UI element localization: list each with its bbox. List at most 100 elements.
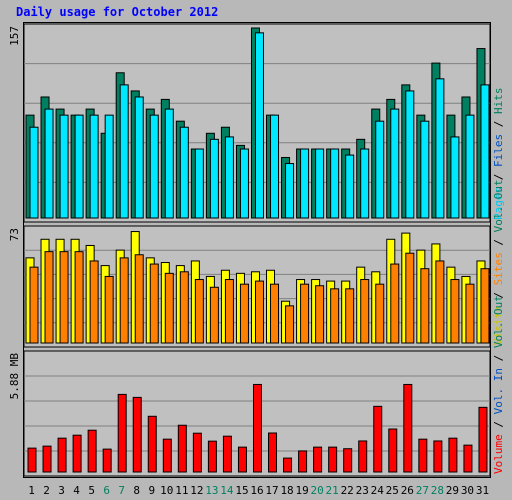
pages-bar: [300, 148, 310, 219]
sites-bar: [450, 279, 460, 344]
sites-bar: [480, 268, 490, 344]
x-tick-label: 31: [476, 484, 489, 497]
volume-bar: [388, 428, 398, 473]
sites-bar: [360, 279, 370, 344]
bottom-legend-item: Vol. Out: [492, 295, 505, 348]
volume-bar: [448, 437, 458, 473]
pages-bar: [29, 126, 39, 219]
bottom-legend-item: /: [492, 414, 505, 434]
sites-bar: [164, 272, 174, 344]
volume-bar: [132, 396, 142, 473]
pages-bar: [480, 84, 490, 219]
volume-bar: [433, 440, 443, 473]
pages-bar: [119, 84, 129, 219]
top-legend-item: Pages: [492, 187, 505, 220]
sites-bar: [285, 305, 295, 344]
pages-bar: [44, 108, 54, 219]
x-tick-label: 16: [250, 484, 263, 497]
pages-bar: [405, 90, 415, 219]
pages-bar: [224, 136, 234, 219]
pages-bar: [104, 114, 114, 219]
sites-bar: [119, 257, 129, 344]
sites-bar: [89, 260, 99, 344]
volume-bar: [72, 434, 82, 473]
top-legend-item: /: [492, 114, 505, 134]
sites-bar: [224, 279, 234, 344]
sites-bar: [239, 283, 249, 344]
pages-bar: [134, 96, 144, 219]
volume-bar: [177, 424, 187, 473]
volume-bar: [162, 438, 172, 473]
x-tick-label: 17: [265, 484, 278, 497]
mid-legend: Visits / Sites / Vol. Out: [492, 179, 505, 345]
sites-bar: [390, 263, 400, 344]
x-tick-label: 24: [371, 484, 385, 497]
volume-bar: [463, 444, 473, 473]
volume-bar: [343, 448, 353, 473]
volume-bar: [418, 438, 428, 473]
bottom-legend-item: Volume: [492, 434, 505, 474]
pages-bar: [465, 114, 475, 219]
sites-bar: [270, 283, 280, 344]
pages-bar: [375, 120, 385, 219]
volume-bar: [87, 429, 97, 473]
pages-bar: [420, 120, 430, 219]
sites-bar: [435, 260, 445, 344]
pages-bar: [285, 163, 295, 219]
volume-bar: [358, 440, 368, 473]
x-tick-label: 6: [103, 484, 110, 497]
x-tick-label: 29: [446, 484, 459, 497]
x-tick-label: 22: [341, 484, 354, 497]
mid-legend-item: Vol. Out: [492, 179, 505, 232]
x-tick-label: 4: [73, 484, 80, 497]
pages-bar: [194, 148, 204, 219]
sites-bar: [44, 251, 54, 344]
x-tick-label: 28: [431, 484, 444, 497]
volume-bar: [283, 457, 293, 473]
top-legend-item: /: [492, 167, 505, 187]
x-tick-label: 2: [43, 484, 50, 497]
sites-bar: [405, 252, 415, 344]
sites-bar: [194, 279, 204, 344]
x-tick-label: 25: [386, 484, 399, 497]
mid-ymax-label: 73: [8, 228, 21, 241]
volume-bar: [117, 393, 127, 473]
sites-bar: [315, 285, 325, 344]
mid-legend-item: /: [492, 285, 505, 305]
volume-bar: [268, 432, 278, 473]
sites-bar: [375, 283, 385, 344]
pages-bar: [149, 114, 159, 219]
sites-bar: [300, 283, 310, 344]
x-tick-label: 23: [356, 484, 369, 497]
volume-bar: [403, 383, 413, 473]
x-tick-label: 30: [461, 484, 474, 497]
pages-bar: [89, 114, 99, 219]
pages-bar: [270, 114, 280, 219]
x-tick-label: 5: [88, 484, 95, 497]
pages-bar: [330, 148, 340, 219]
pages-bar: [209, 138, 219, 219]
mid-legend-item: Visits: [492, 305, 505, 345]
x-tick-label: 20: [311, 484, 324, 497]
sites-bar: [420, 268, 430, 344]
top-legend: Pages / Files / Hits: [492, 88, 505, 221]
top-ymax-label: 157: [8, 26, 21, 46]
bottom-legend-item: Vol. In: [492, 368, 505, 414]
volume-bar: [27, 447, 37, 473]
volume-bar: [222, 435, 232, 473]
bottom-legend-item: /: [492, 348, 505, 368]
pages-bar: [345, 154, 355, 219]
x-tick-label: 27: [416, 484, 429, 497]
sites-bar: [74, 251, 84, 344]
x-tick-label: 12: [190, 484, 203, 497]
pages-bar: [239, 148, 249, 219]
x-tick-label: 10: [160, 484, 173, 497]
sites-bar: [465, 283, 475, 344]
volume-bar: [373, 405, 383, 473]
x-tick-label: 7: [118, 484, 125, 497]
x-tick-label: 18: [280, 484, 293, 497]
sites-bar: [59, 251, 69, 344]
x-tick-label: 15: [235, 484, 248, 497]
chart-title: Daily usage for October 2012: [16, 5, 218, 19]
